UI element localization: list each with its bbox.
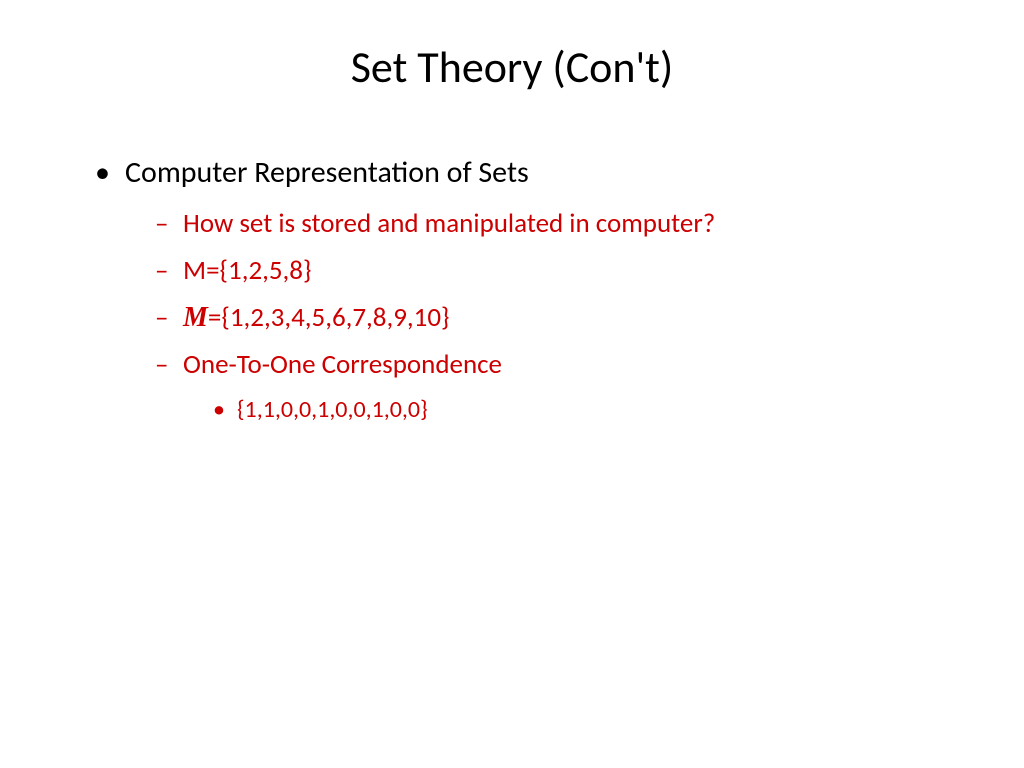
bullet-main-text: Computer Representation of Sets xyxy=(125,154,529,191)
bullet-subsub: {1,1,0,0,1,0,0,1,0,0} xyxy=(213,395,954,424)
bullet-sub-2: M={1,2,3,4,5,6,7,8,9,10} xyxy=(155,301,954,334)
slide-title: Set Theory (Con't) xyxy=(70,40,954,94)
bullet-list-level3: {1,1,0,0,1,0,0,1,0,0} xyxy=(183,395,954,424)
bullet-sub-1: M={1,2,5,8} xyxy=(155,254,954,287)
bullet-sub-3-text: One-To-One Correspondence xyxy=(183,348,502,381)
bullet-sub-0: How set is stored and manipulated in com… xyxy=(155,207,954,240)
bullet-sub-2-text: ={1,2,3,4,5,6,7,8,9,10} xyxy=(208,301,450,334)
bullet-sub-3: One-To-One Correspondence {1,1,0,0,1,0,0… xyxy=(155,348,954,424)
bullet-list-level1: Computer Representation of Sets How set … xyxy=(70,154,954,424)
slide-container: Set Theory (Con't) Computer Representati… xyxy=(0,0,1024,768)
script-m-symbol: M xyxy=(183,302,208,333)
bullet-list-level2: How set is stored and manipulated in com… xyxy=(125,207,954,424)
bullet-main: Computer Representation of Sets How set … xyxy=(95,154,954,424)
